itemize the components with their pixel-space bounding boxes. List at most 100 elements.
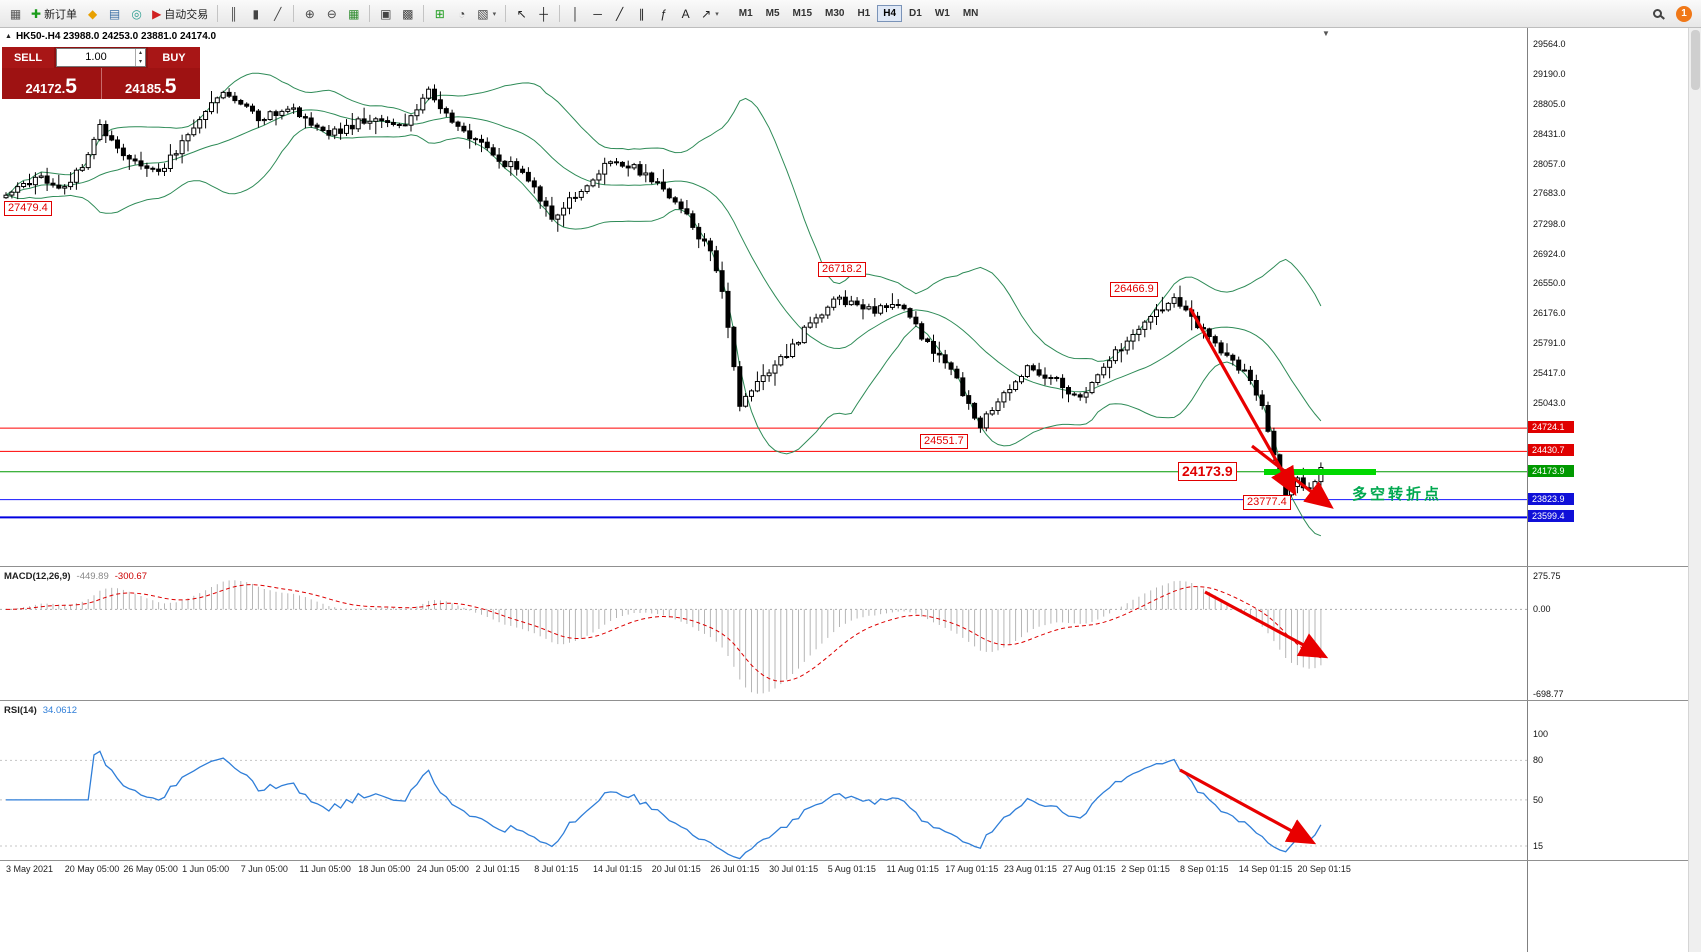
price-axis-label: 26550.0	[1533, 278, 1566, 289]
timeframe-m5[interactable]: M5	[765, 8, 780, 19]
equidistant-channel-button[interactable]: ∥	[631, 3, 652, 24]
timeframe-m15[interactable]: M15	[792, 8, 812, 19]
scrollbar-thumb[interactable]	[1691, 30, 1700, 90]
pane-divider[interactable]	[0, 860, 1688, 861]
price-axis-label: 26176.0	[1533, 307, 1566, 318]
vertical-scrollbar[interactable]	[1688, 28, 1701, 952]
one-click-trading-panel: SELL 1.00 ▴ ▾ BUY 24172. 5 24185. 5	[2, 47, 200, 99]
vertical-line-button[interactable]: │	[565, 3, 586, 24]
sell-price-main: 24172.	[25, 81, 66, 96]
periods-icon: ◔	[458, 6, 466, 21]
new-chart-button[interactable]: ▦	[5, 3, 26, 24]
price-annotation[interactable]: 24551.7	[920, 433, 968, 449]
price-axis[interactable]: 29564.0 29190.0 28805.0 28431.0 28057.0 27683…	[1527, 28, 1688, 952]
cursor-button[interactable]: ↖	[511, 3, 532, 24]
search-button[interactable]	[1647, 3, 1668, 24]
quote-panel-toggle[interactable]: ▲	[5, 33, 12, 40]
price-annotation[interactable]: 27479.4	[4, 201, 52, 217]
rsi-axis-label: 80	[1533, 755, 1544, 766]
time-axis-label: 3 May 2021	[6, 864, 54, 874]
price-annotation[interactable]: 26718.2	[818, 261, 866, 277]
arrange-windows-button[interactable]: ▣	[375, 3, 396, 24]
zoom-in-icon: ⊕	[304, 6, 315, 21]
timeframe-w1[interactable]: W1	[934, 8, 950, 19]
price-tag: 24173.9	[1528, 464, 1574, 477]
trendline-button[interactable]: ╱	[609, 3, 630, 24]
volume-down-icon[interactable]: ▾	[138, 58, 142, 65]
indicators-button[interactable]: ⊞	[429, 3, 450, 24]
sell-button[interactable]: SELL	[2, 47, 54, 68]
volume-input[interactable]: 1.00 ▴ ▾	[56, 48, 146, 67]
templates-button[interactable]: ▧ ▾	[473, 3, 500, 24]
chart-shift-marker[interactable]: ▼	[1322, 29, 1330, 38]
price-annotation[interactable]: 24173.9	[1178, 461, 1237, 481]
line-chart-button[interactable]: ╱	[267, 3, 288, 24]
zoom-out-button[interactable]: ⊖	[321, 3, 342, 24]
macd-pane[interactable]	[0, 568, 1527, 700]
text-label-button[interactable]: A	[675, 3, 696, 24]
main-chart[interactable]	[0, 28, 1527, 566]
price-axis-label: 29190.0	[1533, 68, 1566, 79]
one-click-top-row: SELL 1.00 ▴ ▾ BUY	[2, 47, 200, 68]
data-window-button[interactable]: ◆	[82, 3, 103, 24]
timeframe-h1[interactable]: H1	[857, 8, 871, 19]
auto-trading-icon: ▶	[152, 6, 162, 21]
timeframe-m30[interactable]: M30	[825, 8, 845, 19]
market-watch-button[interactable]: ▤	[104, 3, 125, 24]
timeframe-h4[interactable]: H4	[877, 5, 903, 22]
periods-button[interactable]: ◔	[451, 3, 472, 24]
toolbar-buttons: ▦ ✚ 新订单 ◆ ▤ ◎ ▶ 自动交易 ║ ▮ ╱ ⊕ ⊖ ▦ ▣ ▩ ⊞ ◔ ▧ ▾ ↖ ┼ │ ─ ╱ ∥ ƒ A ↗ ▾	[5, 3, 723, 24]
price-axis-label: 25417.0	[1533, 368, 1566, 379]
volume-up-icon[interactable]: ▴	[138, 50, 142, 56]
macd-name: MACD(12,26,9)	[4, 571, 71, 582]
time-axis-label: 24 Jun 05:00	[416, 864, 469, 874]
price-axis-label: 28805.0	[1533, 99, 1566, 110]
price-annotation[interactable]: 26466.9	[1110, 281, 1158, 297]
price-axis-label: 28057.0	[1533, 158, 1566, 169]
candlestick-chart-button[interactable]: ▮	[245, 3, 266, 24]
text-label-icon: A	[681, 6, 690, 21]
market-watch-icon: ▤	[108, 6, 121, 21]
timeframe-mn[interactable]: MN	[962, 8, 979, 19]
buy-price-pip: 5	[164, 75, 177, 98]
toolbar-separator	[505, 5, 507, 22]
time-axis-label: 20 May 05:00	[64, 864, 120, 874]
templates-dropdown-icon[interactable]: ▾	[492, 10, 497, 18]
cursor-icon: ↖	[516, 6, 527, 21]
crosshair-button[interactable]: ┼	[533, 3, 554, 24]
rsi-pane[interactable]	[0, 702, 1527, 860]
arrows-tool-dropdown-icon[interactable]: ▾	[715, 10, 719, 18]
buy-button[interactable]: BUY	[148, 47, 200, 68]
time-axis[interactable]: 3 May 2021 20 May 05:00 26 May 05:00 1 Jun …	[0, 861, 1527, 879]
timeframe-d1[interactable]: D1	[909, 8, 922, 19]
notification-badge[interactable]: 1	[1676, 5, 1692, 22]
support-highlight-segment[interactable]	[1264, 468, 1376, 475]
symbol-ohlc: HK50-.H4 23988.0 24253.0 23881.0 24174.0	[15, 31, 217, 42]
price-tag: 24724.1	[1528, 421, 1574, 434]
horizontal-line-button[interactable]: ─	[587, 3, 608, 24]
new-order-button[interactable]: ✚ 新订单	[27, 3, 81, 24]
timeframe-m1[interactable]: M1	[738, 8, 753, 19]
zoom-in-button[interactable]: ⊕	[299, 3, 320, 24]
pane-divider[interactable]	[0, 700, 1688, 701]
price-axis-label: 25791.0	[1533, 338, 1566, 349]
macd-axis-label: 0.00	[1533, 604, 1551, 615]
time-axis-label: 11 Jun 05:00	[299, 864, 351, 874]
auto-trading-button[interactable]: ▶ 自动交易	[148, 3, 212, 24]
cascade-windows-button[interactable]: ▩	[397, 3, 418, 24]
trend-note-text[interactable]: 多空转折点	[1352, 486, 1443, 503]
fibonacci-button[interactable]: ƒ	[653, 3, 674, 24]
pane-divider[interactable]	[0, 566, 1688, 567]
buy-price[interactable]: 24185. 5	[100, 68, 201, 99]
fibonacci-icon: ƒ	[660, 6, 667, 21]
volume-spinner[interactable]: ▴ ▾	[135, 49, 145, 66]
tile-windows-button[interactable]: ▦	[343, 3, 364, 24]
vertical-line-icon: │	[571, 6, 580, 21]
bar-chart-button[interactable]: ║	[223, 3, 244, 24]
sell-price[interactable]: 24172. 5	[2, 68, 101, 99]
arrows-tool-button[interactable]: ↗ ▾	[697, 3, 723, 24]
navigator-button[interactable]: ◎	[126, 3, 147, 24]
price-annotation[interactable]: 23777.4	[1243, 495, 1291, 511]
data-window-icon: ◆	[87, 6, 98, 21]
